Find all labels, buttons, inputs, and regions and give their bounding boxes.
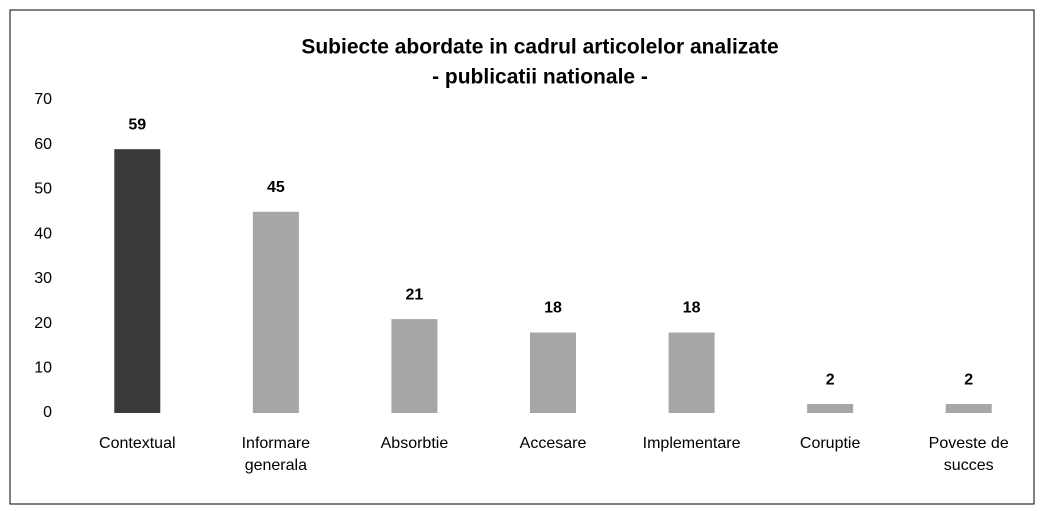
y-tick-label: 50 bbox=[34, 181, 52, 198]
x-tick-label: Informare generala bbox=[241, 435, 311, 474]
x-tick-label: Contextual bbox=[99, 435, 176, 452]
y-tick-label: 20 bbox=[34, 315, 52, 332]
x-tick-label: Absorbtie bbox=[380, 435, 449, 452]
data-label: 21 bbox=[406, 286, 424, 303]
y-tick-label: 10 bbox=[34, 360, 52, 377]
y-tick-label: 30 bbox=[34, 270, 52, 287]
data-label: 18 bbox=[683, 300, 701, 317]
data-label: 18 bbox=[544, 300, 562, 317]
data-label: 2 bbox=[964, 371, 973, 388]
bar bbox=[945, 404, 992, 413]
data-label: 45 bbox=[267, 179, 285, 196]
bar bbox=[807, 404, 854, 413]
x-tick-label: Coruptie bbox=[799, 435, 861, 452]
bar bbox=[114, 149, 161, 413]
y-tick-label: 0 bbox=[43, 404, 52, 421]
data-label: 59 bbox=[128, 116, 146, 133]
y-tick-label: 60 bbox=[34, 136, 52, 153]
bar bbox=[530, 332, 576, 413]
bar bbox=[668, 332, 715, 413]
x-tick-label: Poveste de succes bbox=[928, 435, 1009, 474]
x-tick-label: Accesare bbox=[519, 435, 587, 452]
data-label: 2 bbox=[826, 371, 835, 388]
bar bbox=[391, 319, 438, 413]
y-tick-label: 70 bbox=[34, 91, 52, 108]
chart-frame bbox=[9, 9, 1035, 505]
chart-subtitle: - publicatii nationale - bbox=[432, 66, 648, 89]
y-tick-label: 40 bbox=[34, 225, 52, 242]
x-tick-label: Implementare bbox=[642, 435, 741, 452]
chart-title: Subiecte abordate in cadrul articolelor … bbox=[301, 36, 778, 59]
bar bbox=[252, 211, 299, 413]
